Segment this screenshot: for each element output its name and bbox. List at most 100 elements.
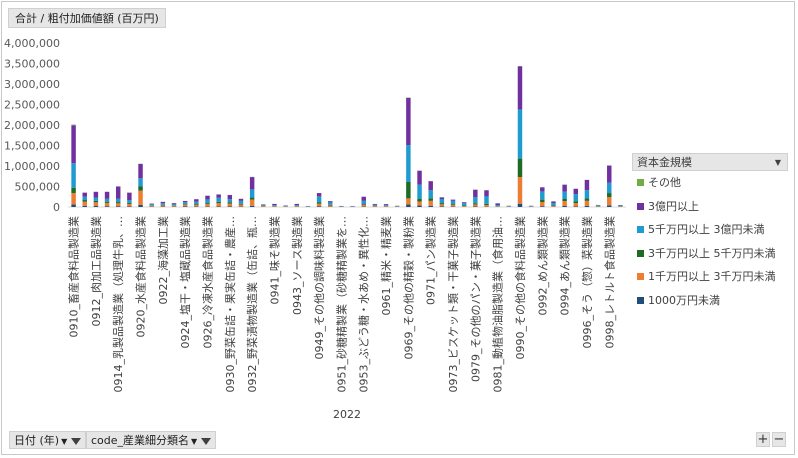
chevron-down-icon[interactable]: ▼ [774,158,781,167]
bar-segment [227,203,233,207]
bar-segment [428,205,433,207]
bar-segment [138,204,143,207]
bar-segment [238,204,244,207]
bar-segment [595,206,601,207]
bar-segment [473,197,478,204]
bar-segment [171,205,177,207]
bar-segment [160,205,166,207]
filter-year-button[interactable]: 日付 (年) ▼ [9,431,87,449]
legend-item[interactable]: 3千万円以上 5千万円未満 [632,242,788,266]
bar-segment [584,179,590,191]
bar-segment [361,204,366,205]
bar-segment [607,197,612,206]
bar-segment [261,204,266,206]
bar-segment [562,184,567,192]
bar-segment [428,200,433,206]
bar-segment [294,203,300,206]
bar-segment [484,196,489,204]
bar-segment [216,203,221,207]
bar-segment [82,201,87,206]
bar-segment [249,199,255,206]
expand-button[interactable]: + [756,432,770,447]
legend-item[interactable]: 1000万円未満 [632,289,788,313]
x-tick-label: 0961_精米・精麦業 [380,216,393,316]
bar-segment [551,205,556,207]
bar-segment [160,203,166,205]
bar-segment [93,200,99,203]
legend-item[interactable]: 1千万円以上 3千万円未満 [632,265,788,289]
bar-segment [138,190,143,205]
bar-segment [450,204,456,205]
legend-label: 3千万円以上 5千万円未満 [648,246,776,260]
x-tick-label: 0994_あん類製造業 [558,216,572,316]
bar-segment [361,196,366,201]
bar-segment [607,193,612,198]
bar-segment [484,203,489,206]
y-tick-label: 3,500,000 [4,58,60,71]
collapse-button[interactable]: − [772,432,786,447]
bar-segment [328,205,333,207]
bar-segment [562,201,567,206]
bar-segment [194,201,199,205]
bar-segment [71,125,76,164]
bar-segment [127,206,132,207]
x-tick-label: 0996_そう（惣）菜製造業 [580,216,594,349]
bar-segment [160,201,166,204]
bar-segment [104,198,110,202]
bar-segment [361,200,366,205]
bar-segment [182,204,188,205]
bar-segment [227,202,233,204]
bar-segment [171,203,177,205]
bar-segment [573,206,579,207]
bar-segment [227,199,233,203]
legend-title-button[interactable]: 資本金規模 ▼ [632,153,788,171]
legend-title: 資本金規模 [637,156,692,169]
bar-segment [573,188,579,195]
bar-segment [584,198,590,201]
x-tick-label: 0971_パン製造業 [424,216,438,305]
bar-segment [517,66,523,110]
bar-segment [171,204,177,206]
bar-segment [383,204,389,206]
x-tick-label: 0943_ソース製造業 [290,216,304,315]
legend-swatch [637,249,644,257]
bar-segment [540,191,545,200]
chevron-down-icon: ▼ [191,437,198,446]
bar-segment [607,182,612,194]
legend-label: 3億円以上 [648,199,699,213]
bar-segment [115,203,121,207]
bar-segment [417,199,422,202]
bar-segment [272,205,277,206]
bar-segment [406,198,411,205]
bar-segment [138,163,143,179]
x-tick-label: 0951_砂糖精製業（砂糖精製業を… [334,216,348,393]
legend-label: 1000万円未満 [648,293,720,307]
legend-item[interactable]: その他 [632,171,788,195]
stacked-bar-chart: 0 500,000 1,000,000 1,500,000 2,000,000 2,500… [4,37,626,421]
legend-item[interactable]: 3億円以上 [632,195,788,219]
bar-segment [473,189,478,198]
bar-segment [227,195,233,200]
bar-segment [93,205,99,207]
bar-segment [461,203,467,206]
bar-segment [104,191,110,199]
bar-segment [238,198,244,201]
x-tick-label: 0910_畜産食料品製造業 [67,216,81,338]
x-tick-label: 0973_ビスケット類・干菓子製造業 [446,216,460,393]
legend-swatch [637,296,644,304]
bar-segment [595,205,601,206]
bar-segment [428,181,433,191]
bar-segment [82,200,87,202]
x-tick-label: 0998_レトルト食品製造業 [602,216,616,349]
bar-segment [249,189,255,198]
x-tick-label: 0992_めん類製造業 [535,216,549,316]
value-field-button[interactable]: 合計 / 粗付加価値額 (百万円) [8,8,166,28]
bar-segment [194,204,199,205]
filter-category-button[interactable]: code_産業細分類名 ▼ [86,431,217,449]
bar-segment [361,204,366,207]
bar-segment [428,198,433,201]
y-tick-label: 2,000,000 [4,119,60,132]
legend-item[interactable]: 5千万円以上 3億円未満 [632,218,788,242]
bar-segment [551,203,556,206]
bar-segment [216,201,221,204]
